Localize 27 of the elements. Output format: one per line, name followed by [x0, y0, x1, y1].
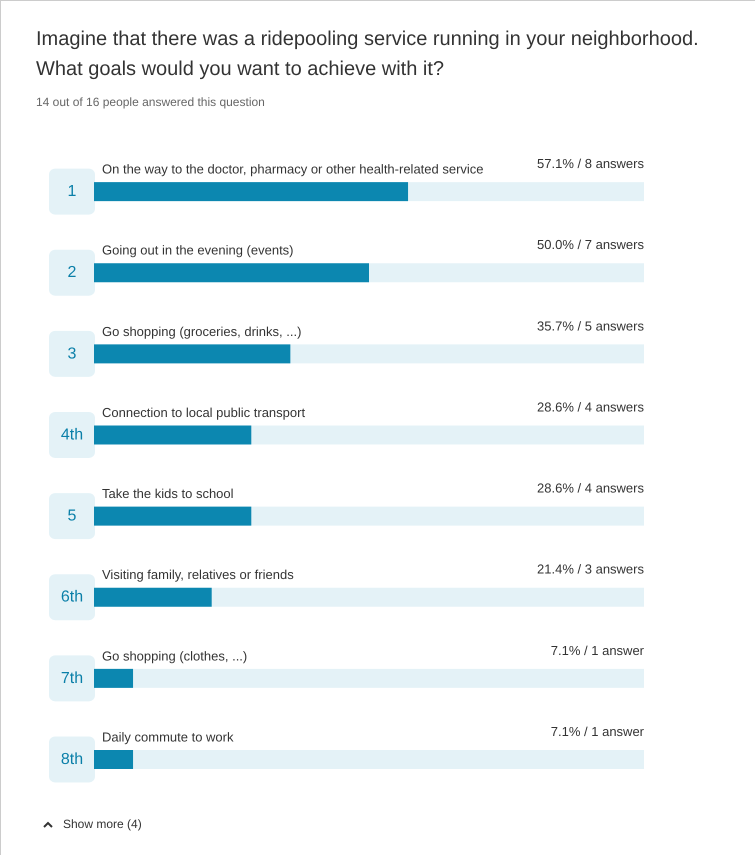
data-label: 28.6% / 4 answers	[537, 480, 644, 496]
y-tick-label: Daily commute to work	[102, 729, 234, 744]
y-tick-label: Connection to local public transport	[102, 404, 306, 420]
text: 4th	[60, 426, 84, 444]
y-tick-label: Going out in the evening (events)	[102, 242, 294, 258]
data-label: 35.7% / 5 answers	[537, 318, 644, 334]
text: 5	[68, 508, 77, 525]
text: 3	[68, 345, 77, 362]
chart-title: Imagine that there was a ridepooling service running in your neighborhood. What goals would you want to achieve with it?	[36, 28, 704, 80]
text: 2	[68, 264, 77, 282]
text: Show more (4)	[63, 817, 142, 831]
text: 7th	[60, 670, 84, 687]
text: 8th	[60, 750, 84, 768]
data-label: 28.6% / 4 answers	[537, 399, 644, 414]
text: 6th	[60, 588, 84, 606]
data-label: 50.0% / 7 answers	[537, 237, 644, 252]
data-label: 7.1% / 1 answer	[550, 724, 645, 739]
y-tick-label: Go shopping (clothes, ...)	[102, 648, 248, 664]
y-tick-label: Visiting family, relatives or friends	[102, 567, 294, 582]
data-label: 57.1% / 8 answers	[537, 156, 644, 172]
y-tick-label: Go shopping (groceries, drinks, ...)	[102, 324, 302, 339]
y-tick-label: On the way to the doctor, pharmacy or other health-related service	[102, 162, 484, 177]
text: 1	[68, 183, 77, 200]
y-tick-label: Take the kids to school	[102, 486, 234, 502]
data-label: 21.4% / 3 answers	[537, 562, 644, 577]
data-label: 7.1% / 1 answer	[550, 642, 645, 658]
chart-subtitle: 14 out of 16 people answered this question	[36, 95, 265, 109]
